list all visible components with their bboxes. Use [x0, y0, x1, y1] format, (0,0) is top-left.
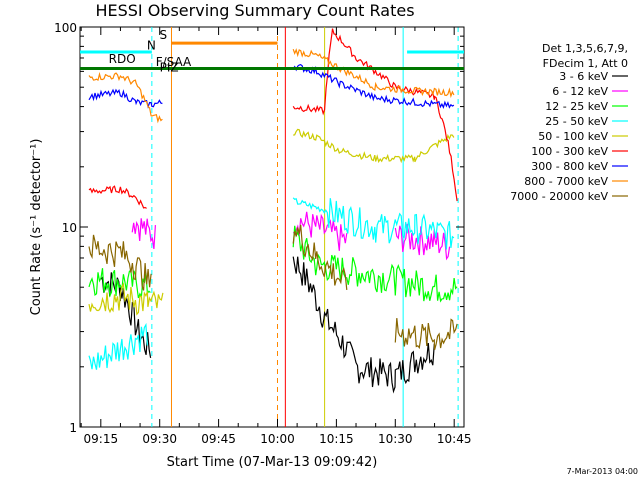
x-tick-label: 09:45	[201, 432, 236, 446]
chart-title: HESSI Observing Summary Count Rates	[95, 1, 414, 20]
x-axis-label: Start Time (07-Mar-13 09:09:42)	[167, 455, 378, 470]
x-tick-label: 10:15	[319, 432, 354, 446]
legend-entry-label: 100 - 300 keV	[531, 145, 608, 158]
legend-entry-label: 25 - 50 keV	[545, 115, 608, 128]
legend-entry-label: 800 - 7000 keV	[524, 175, 608, 188]
legend: Det 1,3,5,6,7,9, FDecim 1, Att 03 - 6 keV…	[510, 42, 628, 203]
series-line	[131, 218, 156, 249]
legend-entry-label: 12 - 25 keV	[545, 100, 608, 113]
series-line	[88, 185, 147, 209]
legend-entry-label: 3 - 6 keV	[559, 70, 608, 83]
legend-entry-label: 50 - 100 keV	[538, 130, 608, 143]
vertical-markers	[151, 27, 459, 427]
series-line	[292, 64, 455, 109]
state-bar-label: S	[159, 28, 167, 42]
series-line	[293, 128, 455, 164]
x-tick-label: 10:30	[378, 432, 413, 446]
x-tick-label: 10:00	[260, 432, 295, 446]
y-tick-label: 1	[69, 421, 77, 435]
state-bar-label: F/SAA	[156, 55, 192, 69]
series-line	[394, 223, 451, 261]
state-bar-label: RDO	[109, 52, 136, 66]
series-group	[88, 28, 458, 394]
series-line	[292, 225, 458, 303]
legend-entry-label: 7000 - 20000 keV	[510, 190, 608, 203]
y-tick-label: 10	[62, 221, 77, 235]
series-line	[88, 282, 164, 316]
y-tick-label: 100	[54, 21, 77, 35]
series-line	[292, 197, 455, 250]
series-line	[292, 211, 348, 251]
series-line	[292, 28, 458, 202]
series-line	[292, 256, 435, 394]
series-line	[394, 318, 458, 350]
legend-header: Det 1,3,5,6,7,9,	[542, 42, 628, 55]
footer-date: 7-Mar-2013 04:00	[567, 467, 638, 476]
x-tick-label: 09:15	[84, 432, 119, 446]
series-line	[88, 234, 152, 291]
state-bar-label: N	[147, 39, 156, 53]
state-bar-label: PIZ	[160, 60, 179, 74]
series-line	[88, 71, 163, 124]
legend-entry-label: 300 - 800 keV	[531, 160, 608, 173]
axes: 09:15 09:30 09:45 10:00 10:15 10:30 10:45 1 10 10…	[54, 21, 471, 446]
y-axis-label: Count Rate (s⁻¹ detector⁻¹)	[29, 139, 44, 316]
series-line	[292, 48, 455, 99]
legend-entry-label: 6 - 12 keV	[552, 85, 608, 98]
series-line	[88, 322, 148, 370]
series-line	[88, 268, 151, 299]
x-tick-label: 10:45	[437, 432, 472, 446]
series-line	[88, 88, 163, 109]
x-tick-label: 09:30	[142, 432, 177, 446]
series-line	[292, 224, 348, 290]
legend-header: FDecim 1, Att 0	[543, 57, 628, 70]
